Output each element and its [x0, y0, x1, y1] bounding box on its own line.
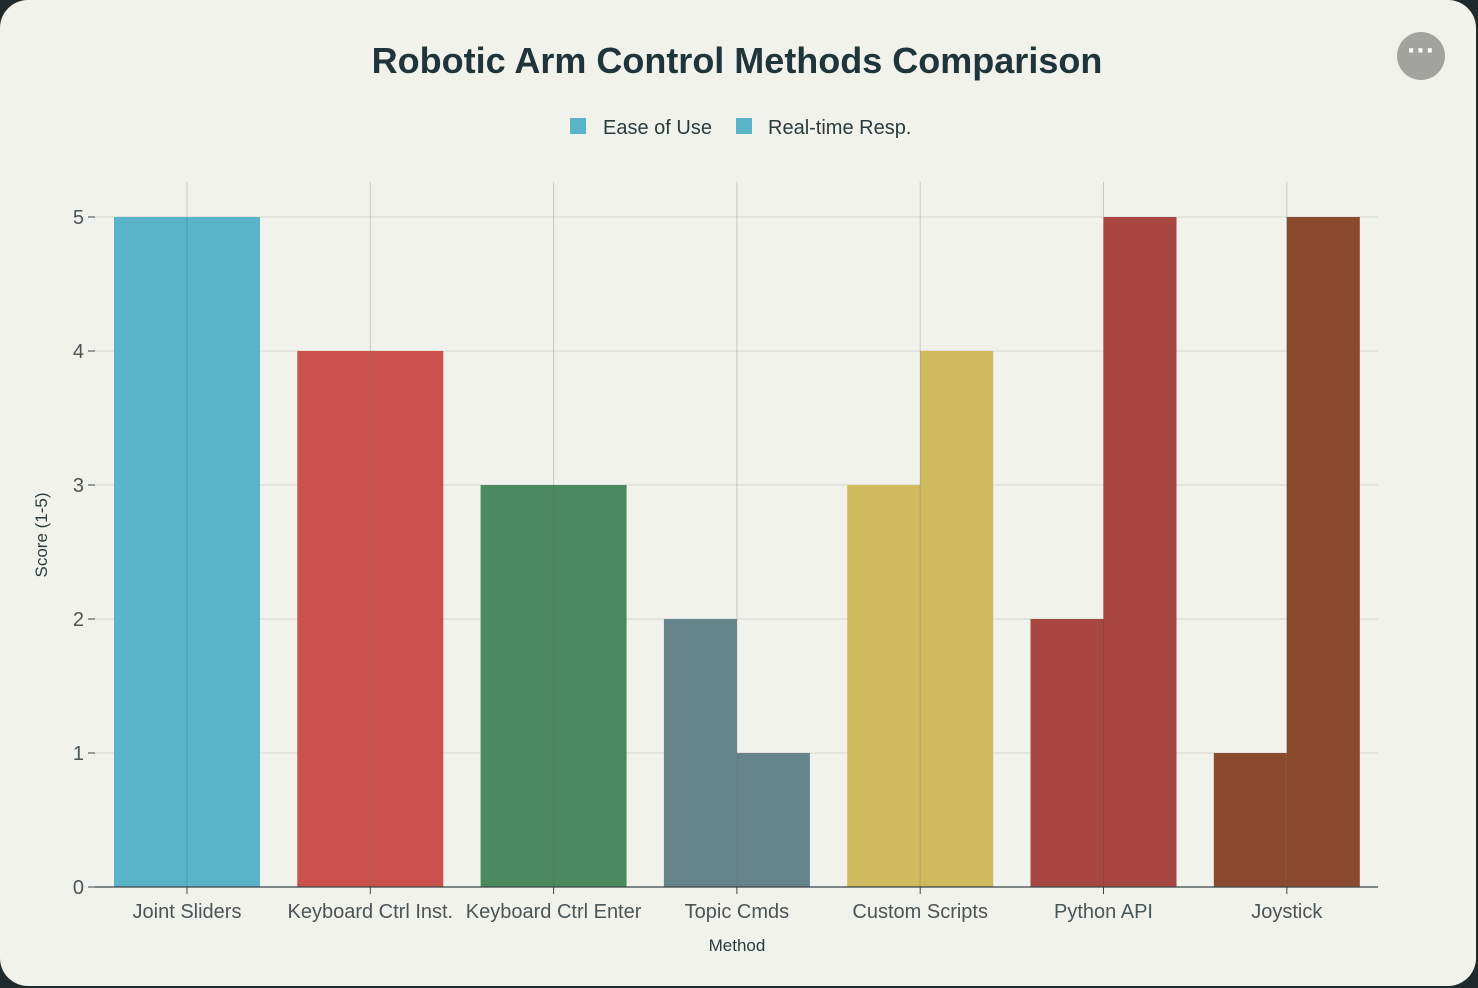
legend-swatch-real-time-resp	[736, 118, 752, 134]
x-tick-label-topic-cmds: Topic Cmds	[685, 901, 789, 923]
bar-topic-cmds-ease-of-use	[663, 619, 737, 887]
bar-joystick-ease-of-use	[1213, 753, 1287, 887]
bar-python-api-real-time-resp	[1103, 217, 1177, 887]
bar-custom-scripts-real-time-resp	[920, 351, 994, 887]
x-tick-label-custom-scripts: Custom Scripts	[852, 901, 988, 923]
y-tick-label-4: 4	[73, 341, 84, 363]
y-axis-label: Score (1-5)	[32, 492, 51, 577]
legend-label-real-time-resp: Real-time Resp.	[768, 117, 911, 139]
x-tick-label-keyboard-ctrl-enter: Keyboard Ctrl Enter	[466, 901, 642, 923]
x-tick-label-python-api: Python API	[1054, 901, 1153, 923]
vertical-grid	[186, 182, 1288, 887]
bar-keyboard-ctrl-enter-real-time-resp	[553, 485, 627, 887]
legend: Ease of Use Real-time Resp.	[570, 117, 911, 139]
y-tick-label-1: 1	[73, 743, 84, 765]
y-tick-label-3: 3	[73, 475, 84, 497]
legend-label-ease-of-use: Ease of Use	[603, 117, 712, 139]
y-tick-label-5: 5	[73, 207, 84, 229]
bar-joystick-real-time-resp	[1286, 217, 1360, 887]
bar-joint-sliders-real-time-resp	[187, 217, 260, 887]
bar-python-api-ease-of-use	[1030, 619, 1104, 887]
x-ticks: Joint Sliders Keyboard Ctrl Inst. Keyboard…	[133, 887, 1323, 923]
more-options-button[interactable]: ···	[1397, 32, 1445, 80]
bar-topic-cmds-real-time-resp	[736, 753, 810, 887]
x-axis-label: Method	[709, 936, 766, 955]
bar-keyboard-ctrl-inst-real-time-resp	[370, 351, 444, 887]
bar-joint-sliders-ease-of-use	[114, 217, 187, 887]
y-tick-label-2: 2	[73, 609, 84, 631]
bar-keyboard-ctrl-enter-ease-of-use	[480, 485, 554, 887]
x-tick-label-joystick: Joystick	[1251, 901, 1323, 923]
x-tick-label-keyboard-ctrl-inst: Keyboard Ctrl Inst.	[287, 901, 453, 923]
more-horizontal-icon: ···	[1406, 39, 1436, 64]
bar-custom-scripts-ease-of-use	[847, 485, 921, 887]
x-tick-label-joint-sliders: Joint Sliders	[133, 901, 242, 923]
y-tick-label-0: 0	[73, 877, 84, 899]
y-ticks: 0 1 2 3 4 5	[73, 207, 95, 899]
bar-keyboard-ctrl-inst-ease-of-use	[297, 351, 371, 887]
legend-swatch-ease-of-use	[570, 118, 586, 134]
chart-title: Robotic Arm Control Methods Comparison	[372, 40, 1103, 81]
bars	[114, 217, 1360, 887]
